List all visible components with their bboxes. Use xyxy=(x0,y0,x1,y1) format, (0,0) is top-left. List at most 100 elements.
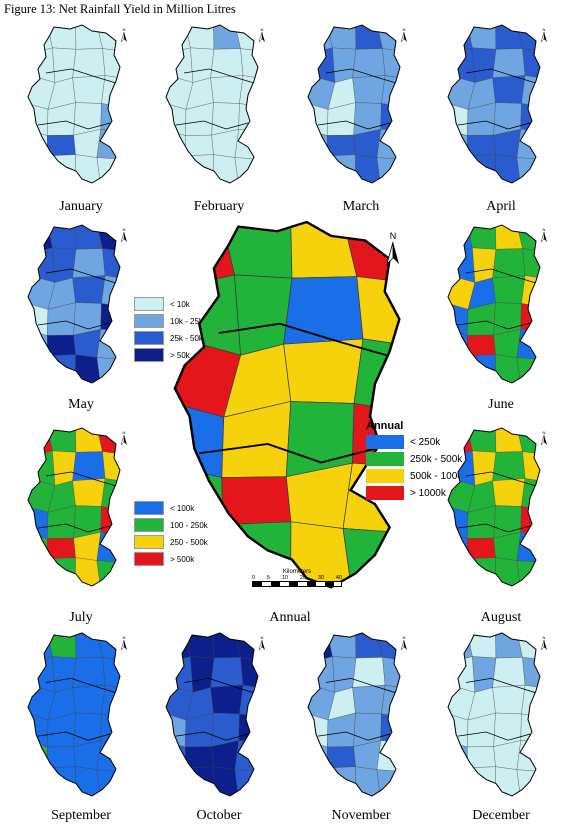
division-boundary xyxy=(325,68,397,84)
district-polygon xyxy=(52,450,77,486)
district-polygon xyxy=(101,275,120,308)
division-boundary xyxy=(325,677,397,694)
map-outline xyxy=(307,24,401,184)
district-map-svg xyxy=(447,224,541,384)
district-polygon xyxy=(521,478,540,511)
district-polygon xyxy=(516,740,540,773)
legend-annual: Annual < 250k 250k - 500k 500k - 1000k >… xyxy=(366,420,468,503)
division-boundary xyxy=(37,320,111,330)
district-polygon xyxy=(28,767,51,796)
map-may: N xyxy=(26,224,127,385)
district-polygon xyxy=(448,533,468,563)
district-polygon xyxy=(166,130,186,160)
map-november: N xyxy=(306,632,408,798)
legend-label: > 500k xyxy=(170,554,195,564)
district-polygon xyxy=(100,506,120,534)
north-arrow-icon: N xyxy=(540,27,548,43)
legend-swatch xyxy=(366,486,404,500)
legend-swatch xyxy=(134,314,164,328)
division-boundary xyxy=(175,120,249,130)
district-polygon xyxy=(352,657,386,688)
caption-february: February xyxy=(193,199,245,214)
svg-text:N: N xyxy=(261,27,264,32)
legend-swatch xyxy=(134,518,164,532)
legend-item: 250k - 500k xyxy=(366,452,468,466)
district-polygon xyxy=(520,303,540,331)
district-polygon xyxy=(520,506,540,534)
district-polygon xyxy=(28,330,48,360)
district-polygon xyxy=(448,767,471,796)
division-boundary xyxy=(183,677,255,694)
district-map-svg xyxy=(27,24,121,184)
district-polygon xyxy=(28,130,48,160)
district-polygon xyxy=(472,656,497,693)
map-outline xyxy=(447,224,541,384)
district-polygon xyxy=(100,103,120,131)
map-outline xyxy=(447,24,541,184)
division-boundary xyxy=(457,523,531,533)
district-polygon xyxy=(100,303,120,331)
north-arrow-icon: N xyxy=(540,227,548,243)
district-polygon xyxy=(376,740,400,773)
district-polygon xyxy=(72,657,106,688)
district-polygon xyxy=(52,656,77,693)
legend-swatch xyxy=(134,297,164,311)
map-april: N xyxy=(446,24,548,185)
svg-text:N: N xyxy=(543,27,546,32)
district-polygon xyxy=(352,48,386,78)
district-polygon xyxy=(166,767,189,796)
map-february: N xyxy=(164,24,266,185)
map-outline xyxy=(27,632,121,797)
district-polygon xyxy=(28,355,51,383)
legend-item: 10k - 25k xyxy=(134,314,203,328)
legend-label: < 10k xyxy=(170,299,190,309)
legend-heading: Annual xyxy=(366,420,404,432)
district-polygon xyxy=(238,103,258,131)
caption-may: May xyxy=(68,397,94,412)
map-outline xyxy=(27,427,121,587)
north-arrow-icon: N xyxy=(400,635,408,651)
district-polygon xyxy=(210,75,244,104)
district-polygon xyxy=(28,533,48,563)
map-outline xyxy=(165,24,259,184)
district-polygon xyxy=(72,451,106,481)
division-boundary xyxy=(457,320,531,330)
division-boundary xyxy=(317,731,391,741)
legend-label: 500k - 1000k xyxy=(410,470,468,482)
north-arrow-annual: N xyxy=(384,230,402,270)
caption-august: August xyxy=(480,610,522,625)
map-august: N xyxy=(446,427,547,588)
district-polygon xyxy=(72,478,106,507)
district-polygon xyxy=(96,329,120,360)
district-polygon xyxy=(52,247,77,283)
district-polygon xyxy=(239,75,258,108)
legend-item: < 250k xyxy=(366,435,468,449)
district-polygon xyxy=(353,338,400,414)
district-polygon xyxy=(72,48,106,78)
division-boundary xyxy=(457,731,531,741)
district-polygon xyxy=(47,154,76,183)
district-polygon xyxy=(376,129,400,160)
district-map-svg xyxy=(307,632,401,797)
division-boundary xyxy=(465,471,537,487)
district-polygon xyxy=(342,528,400,588)
scale-tick-label: 10 xyxy=(281,575,288,581)
scale-unit-label: Kilometers xyxy=(282,569,312,575)
district-polygon xyxy=(520,103,540,131)
district-polygon xyxy=(467,557,496,586)
map-july: N xyxy=(26,427,127,588)
district-polygon xyxy=(467,154,496,183)
district-polygon xyxy=(492,684,526,715)
district-polygon xyxy=(101,684,120,719)
district-polygon xyxy=(308,155,331,183)
north-arrow-icon: N xyxy=(120,27,128,43)
scale-tick-label: 0 xyxy=(252,575,256,581)
district-polygon xyxy=(448,741,468,773)
district-polygon xyxy=(352,684,386,715)
legend-item: > 500k xyxy=(134,552,208,566)
legend-label: > 1000k xyxy=(410,487,446,499)
division-boundary xyxy=(317,120,391,130)
legend-monthly-color: < 100k 100 - 250k 250 - 500k > 500k xyxy=(134,501,208,569)
legend-label: 250 - 500k xyxy=(170,537,208,547)
north-arrow-icon: N xyxy=(258,27,266,43)
